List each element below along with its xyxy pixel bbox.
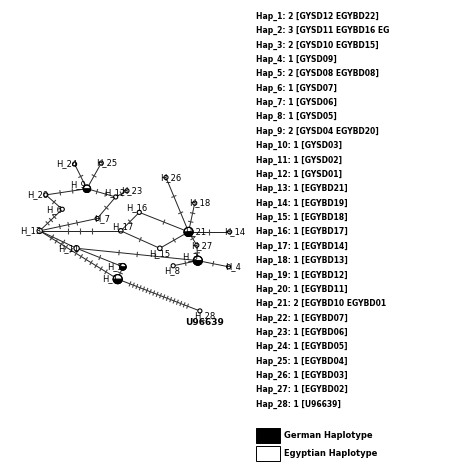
Circle shape: [193, 256, 202, 265]
Text: H_4: H_4: [226, 262, 241, 271]
Text: Hap_5: 2 [GYSD08 EGYBD08]: Hap_5: 2 [GYSD08 EGYBD08]: [255, 69, 378, 78]
Text: H_6: H_6: [46, 205, 63, 214]
Text: H_20: H_20: [27, 191, 48, 200]
Text: Hap_16: 1 [EGYBD17]: Hap_16: 1 [EGYBD17]: [255, 227, 347, 237]
Text: Hap_25: 1 [EGYBD04]: Hap_25: 1 [EGYBD04]: [255, 356, 347, 366]
Text: H_14: H_14: [224, 228, 246, 237]
Text: H_11: H_11: [58, 244, 79, 253]
Circle shape: [114, 195, 118, 199]
Text: Hap_18: 1 [EGYBD13]: Hap_18: 1 [EGYBD13]: [255, 256, 347, 265]
Wedge shape: [119, 267, 126, 270]
Text: Hap_27: 1 [EGYBD02]: Hap_27: 1 [EGYBD02]: [255, 385, 347, 394]
Circle shape: [227, 264, 231, 269]
Circle shape: [137, 210, 141, 214]
Text: H_28: H_28: [194, 311, 215, 320]
Text: Hap_15: 1 [EGYBD18]: Hap_15: 1 [EGYBD18]: [255, 213, 347, 222]
Text: German Haplotype: German Haplotype: [284, 431, 373, 440]
Circle shape: [99, 161, 103, 165]
Text: Hap_11: 1 [GYSD02]: Hap_11: 1 [GYSD02]: [255, 155, 342, 164]
Text: U96639: U96639: [185, 318, 225, 327]
Wedge shape: [83, 189, 91, 192]
Circle shape: [157, 246, 162, 251]
Text: H_3: H_3: [182, 252, 198, 261]
Text: H_26: H_26: [161, 173, 182, 182]
Text: H_17: H_17: [112, 222, 134, 231]
Text: Hap_10: 1 [GYSD03]: Hap_10: 1 [GYSD03]: [255, 141, 342, 150]
Circle shape: [119, 264, 126, 270]
Text: Hap_7: 1 [GYSD06]: Hap_7: 1 [GYSD06]: [255, 98, 337, 107]
Circle shape: [198, 309, 202, 313]
Circle shape: [184, 228, 193, 237]
Text: H_5: H_5: [107, 262, 123, 271]
Text: Hap_21: 2 [EGYBD10 EGYBD01: Hap_21: 2 [EGYBD10 EGYBD01: [255, 299, 386, 308]
Circle shape: [83, 185, 91, 192]
Text: H_13: H_13: [20, 227, 41, 235]
Text: Hap_8: 1 [GYSD05]: Hap_8: 1 [GYSD05]: [255, 112, 337, 121]
Text: Hap_1: 2 [GYSD12 EGYBD22]: Hap_1: 2 [GYSD12 EGYBD22]: [255, 12, 378, 21]
Text: Hap_17: 1 [EGYBD14]: Hap_17: 1 [EGYBD14]: [255, 242, 347, 251]
Circle shape: [164, 175, 168, 180]
Circle shape: [95, 217, 99, 220]
Circle shape: [228, 230, 232, 234]
Circle shape: [125, 189, 129, 193]
Circle shape: [37, 228, 42, 234]
Text: H_1: H_1: [102, 274, 118, 283]
Text: Hap_9: 2 [GYSD04 EGYBD20]: Hap_9: 2 [GYSD04 EGYBD20]: [255, 127, 378, 136]
Text: H_16: H_16: [127, 203, 148, 212]
Text: Hap_28: 1 [U96639]: Hap_28: 1 [U96639]: [255, 400, 340, 409]
Circle shape: [44, 193, 48, 197]
Bar: [255, 428, 280, 443]
Text: H_23: H_23: [121, 186, 143, 195]
Text: Hap_13: 1 [EGYBD21]: Hap_13: 1 [EGYBD21]: [255, 184, 347, 193]
Circle shape: [113, 274, 122, 283]
Text: Hap_24: 1 [EGYBD05]: Hap_24: 1 [EGYBD05]: [255, 342, 347, 351]
Bar: [255, 447, 280, 461]
Text: H_21: H_21: [185, 228, 206, 237]
Text: Hap_26: 1 [EGYBD03]: Hap_26: 1 [EGYBD03]: [255, 371, 347, 380]
Text: Hap_6: 1 [GYSD07]: Hap_6: 1 [GYSD07]: [255, 83, 337, 93]
Text: Hap_19: 1 [EGYBD12]: Hap_19: 1 [EGYBD12]: [255, 270, 347, 280]
Text: Hap_23: 1 [EGYBD06]: Hap_23: 1 [EGYBD06]: [255, 328, 347, 337]
Text: Hap_2: 3 [GYSD11 EGYBD16 EG: Hap_2: 3 [GYSD11 EGYBD16 EG: [255, 26, 389, 35]
Text: H_24: H_24: [56, 160, 77, 169]
Wedge shape: [184, 232, 193, 237]
Wedge shape: [113, 279, 122, 283]
Text: Hap_4: 1 [GYSD09]: Hap_4: 1 [GYSD09]: [255, 55, 337, 64]
Text: H_18: H_18: [189, 199, 210, 208]
Text: Hap_12: 1 [GYSD01]: Hap_12: 1 [GYSD01]: [255, 170, 342, 179]
Circle shape: [118, 228, 123, 233]
Circle shape: [60, 207, 64, 211]
Circle shape: [73, 162, 77, 166]
Text: H_15: H_15: [149, 249, 170, 258]
Circle shape: [74, 246, 79, 251]
Text: H_27: H_27: [191, 241, 212, 250]
Text: H_8: H_8: [164, 266, 180, 275]
Text: Hap_3: 2 [GYSD10 EGYBD15]: Hap_3: 2 [GYSD10 EGYBD15]: [255, 40, 378, 50]
Circle shape: [195, 243, 199, 247]
Text: Hap_14: 1 [EGYBD19]: Hap_14: 1 [EGYBD19]: [255, 199, 347, 208]
Text: Egyptian Haplotype: Egyptian Haplotype: [284, 449, 377, 458]
Text: H_12: H_12: [104, 188, 125, 197]
Text: Hap_22: 1 [EGYBD07]: Hap_22: 1 [EGYBD07]: [255, 313, 347, 323]
Text: H_25: H_25: [96, 159, 117, 167]
Text: Hap_20: 1 [EGYBD11]: Hap_20: 1 [EGYBD11]: [255, 285, 347, 294]
Text: H_7: H_7: [94, 214, 110, 223]
Circle shape: [171, 264, 175, 268]
Wedge shape: [193, 261, 202, 265]
Circle shape: [192, 201, 197, 205]
Text: H_9: H_9: [70, 181, 86, 190]
